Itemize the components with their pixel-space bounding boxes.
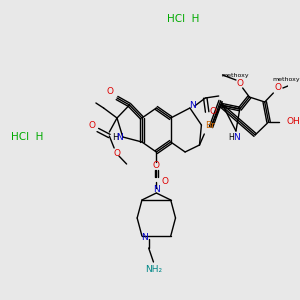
Text: N: N — [142, 233, 148, 242]
Text: O: O — [113, 149, 121, 158]
Text: O: O — [236, 79, 243, 88]
Text: methoxy: methoxy — [221, 73, 249, 77]
Text: N: N — [233, 134, 240, 142]
Text: O: O — [153, 161, 160, 170]
Text: HCl  H: HCl H — [167, 14, 199, 25]
Text: OH: OH — [286, 118, 300, 127]
Text: H: H — [228, 134, 234, 142]
Text: N: N — [116, 133, 123, 142]
Text: Br: Br — [205, 121, 215, 130]
Text: HCl  H: HCl H — [11, 131, 44, 142]
Text: O: O — [274, 83, 282, 92]
Text: O: O — [107, 88, 114, 97]
Text: methoxy: methoxy — [272, 77, 300, 83]
Text: O: O — [161, 176, 169, 185]
Text: H: H — [112, 133, 118, 142]
Text: O: O — [209, 107, 216, 116]
Text: N: N — [189, 100, 196, 109]
Text: N: N — [153, 185, 160, 194]
Text: O: O — [88, 122, 96, 130]
Text: NH₂: NH₂ — [145, 266, 162, 274]
